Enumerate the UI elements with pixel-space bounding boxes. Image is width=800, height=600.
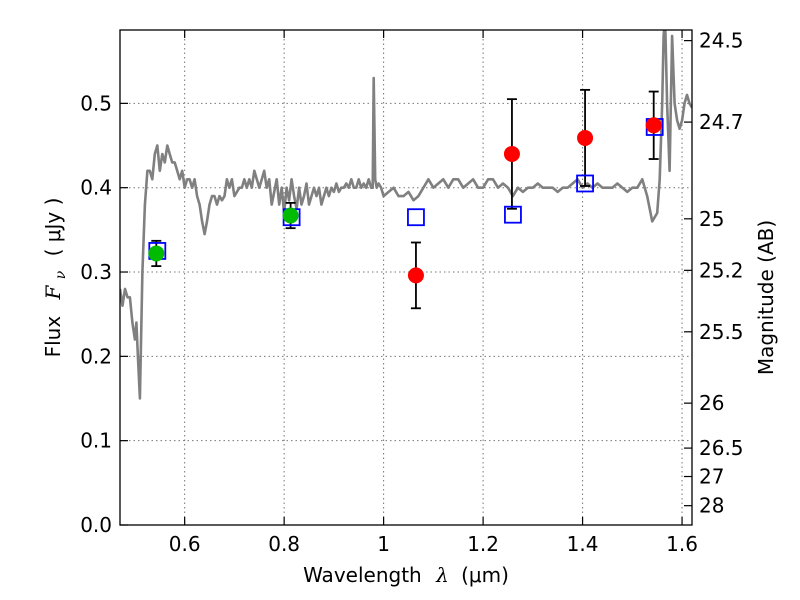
- y-tick-label: 0.1: [80, 429, 112, 453]
- plot-frame: [119, 29, 693, 526]
- markers-layer: [148, 117, 664, 284]
- y2-tick-label: 25: [699, 207, 724, 231]
- x-tick-label: 1.6: [666, 532, 698, 556]
- observed-flux-point: [577, 129, 594, 146]
- observed-flux-point: [503, 145, 520, 162]
- model-spectrum-layer: [120, 30, 692, 400]
- ticks-layer: 0.6 0.8 1 1.2 1.4 1.6 0.0 0.1 0.2 0.3 0.4 0.5 24.5 24…: [80, 29, 743, 556]
- y-tick-label: 0.3: [80, 260, 112, 284]
- y2-tick-label: 28: [699, 494, 724, 518]
- observed-flux-point: [645, 117, 662, 134]
- y-axis-title: Flux F ν ( μJy ): [41, 198, 70, 358]
- error-bars-layer: [151, 88, 659, 310]
- model-band-square: [407, 208, 425, 227]
- y-axis-title-text: Flux: [41, 316, 65, 358]
- observed-flux-point: [148, 245, 165, 262]
- y-axis-title-symbol: F: [41, 284, 65, 300]
- model-spectrum-line: [120, 30, 692, 400]
- x-axis-title-symbol: λ: [435, 563, 449, 587]
- y2-tick-label: 24.7: [699, 110, 744, 134]
- x-axis-title-unit: (μm): [461, 563, 509, 587]
- y-tick-label: 0.0: [80, 513, 112, 537]
- y2-tick-label: 25.5: [699, 320, 744, 344]
- x-tick-label: 1.2: [467, 532, 499, 556]
- observed-flux-point: [282, 207, 299, 224]
- x-tick-label: 1: [377, 532, 390, 556]
- y2-tick-label: 26: [699, 391, 724, 415]
- y-tick-label: 0.5: [80, 91, 112, 115]
- x-tick-label: 1.4: [567, 532, 599, 556]
- observed-flux-point: [407, 267, 424, 284]
- model-band-square: [576, 174, 594, 193]
- y2-tick-label: 26.5: [699, 436, 744, 460]
- y-tick-label: 0.4: [80, 176, 112, 200]
- y2-tick-label: 25.2: [699, 258, 744, 282]
- grid-lines: [120, 30, 692, 525]
- y2-tick-label: 24.5: [699, 29, 744, 53]
- x-tick-label: 0.6: [169, 532, 201, 556]
- model-band-square: [504, 205, 522, 224]
- x-axis-title-text: Wavelength: [303, 563, 422, 587]
- y2-axis-title: Magnitude (AB): [754, 220, 778, 375]
- y2-tick-label: 27: [699, 465, 724, 489]
- y-axis-title-subscript: ν: [53, 270, 69, 279]
- x-tick-label: 0.8: [268, 532, 300, 556]
- y-tick-label: 0.2: [80, 344, 112, 368]
- x-axis-title: Wavelength λ (μm): [303, 563, 509, 587]
- y-axis-title-unit: ( μJy ): [41, 198, 65, 257]
